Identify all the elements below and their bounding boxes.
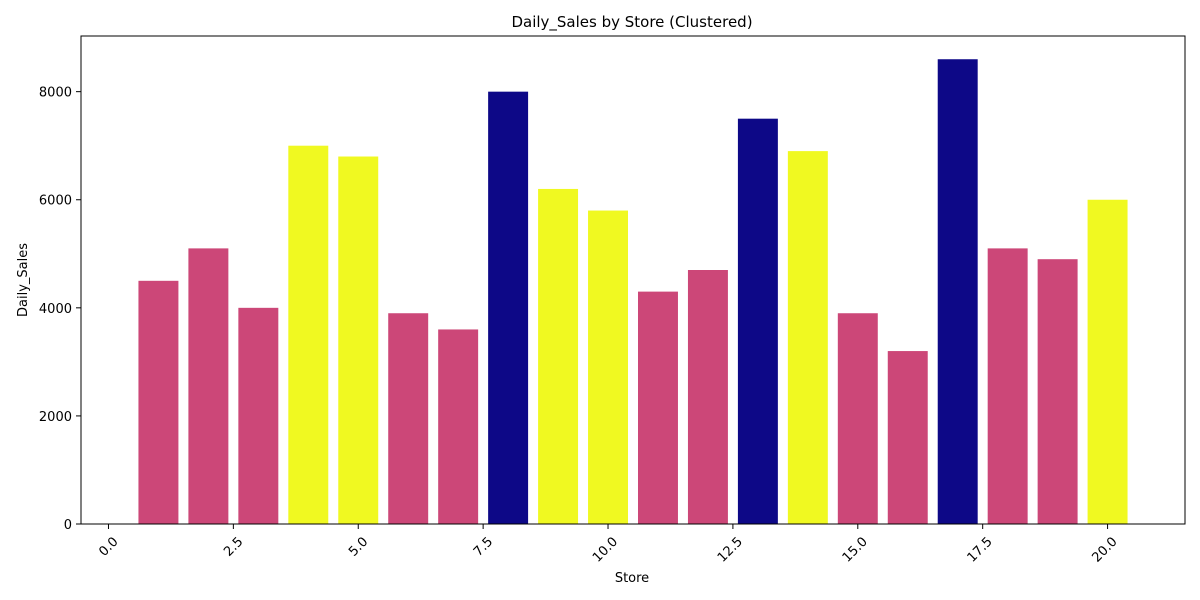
x-tick-label: 17.5 <box>965 534 996 565</box>
y-axis-label: Daily_Sales <box>16 243 31 317</box>
bar-store-10 <box>588 210 629 525</box>
bar-store-17 <box>937 59 978 524</box>
bar-store-3 <box>238 307 279 524</box>
y-tick-label: 6000 <box>39 194 72 209</box>
bar-store-15 <box>837 313 878 524</box>
y-axis-ticks: 0 2000 4000 6000 8000 <box>39 86 81 533</box>
bar-store-1 <box>138 280 179 524</box>
bar-store-6 <box>388 313 429 524</box>
x-tick-label: 7.5 <box>471 534 496 559</box>
bar-store-16 <box>887 351 928 524</box>
x-tick-label: 12.5 <box>715 534 746 565</box>
y-tick-label: 4000 <box>39 302 72 317</box>
bar-store-18 <box>987 248 1028 524</box>
x-axis-label: Store <box>615 571 649 586</box>
bar-store-8 <box>488 91 529 525</box>
x-tick-label: 20.0 <box>1090 534 1121 565</box>
y-tick-label: 2000 <box>39 410 72 425</box>
bar-store-7 <box>438 329 479 524</box>
x-tick-label: 15.0 <box>840 534 871 565</box>
y-tick-label: 0 <box>64 518 72 533</box>
x-tick-label: 5.0 <box>346 534 371 559</box>
bar-store-4 <box>288 145 329 524</box>
x-tick-label: 10.0 <box>590 534 621 565</box>
bar-store-20 <box>1087 199 1128 525</box>
bars-group <box>138 59 1128 525</box>
bar-store-5 <box>338 156 379 524</box>
x-tick-label: 2.5 <box>221 534 246 559</box>
plot-frame <box>80 35 1186 525</box>
bar-store-14 <box>787 151 828 525</box>
x-tick-label: 0.0 <box>96 534 121 559</box>
chart-title: Daily_Sales by Store (Clustered) <box>511 13 752 32</box>
bar-store-19 <box>1037 259 1078 524</box>
bar-store-9 <box>538 188 579 524</box>
y-tick-label: 8000 <box>39 86 72 101</box>
bar-store-13 <box>737 118 778 524</box>
bar-store-11 <box>637 291 678 524</box>
x-axis-ticks: 0.0 2.5 5.0 7.5 10.0 12.5 15.0 17.5 20.0 <box>96 524 1121 566</box>
bar-store-12 <box>687 270 728 524</box>
bar-store-2 <box>188 248 229 524</box>
